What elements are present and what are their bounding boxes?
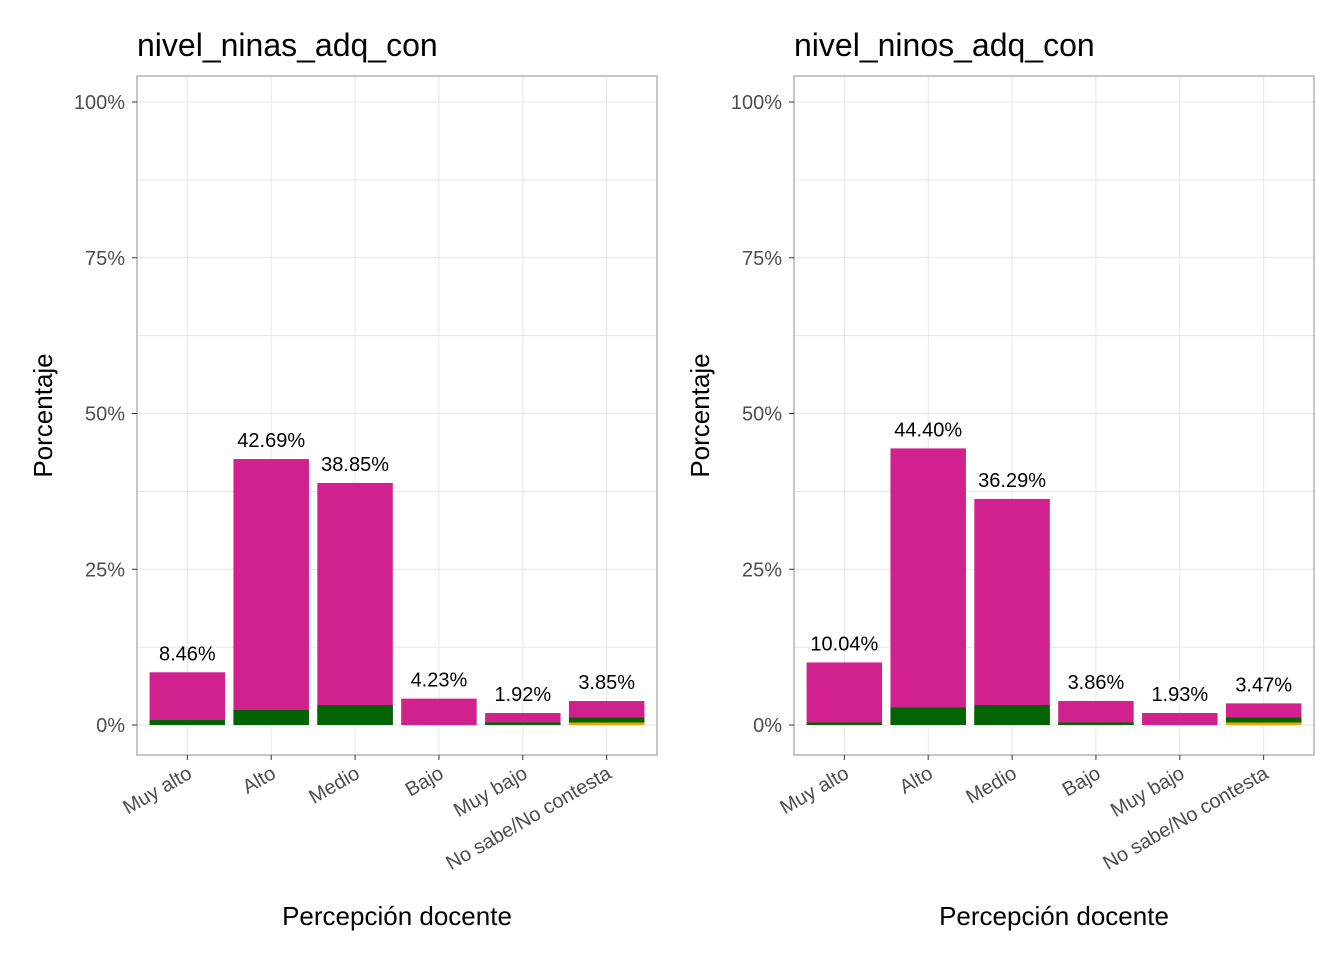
- bar-1-green-segment: [806, 722, 883, 725]
- x-tick-label: Alto: [896, 762, 937, 798]
- y-axis-ticks: 0% 25% 50% 75% 100%: [74, 92, 137, 737]
- bars: [806, 448, 1302, 725]
- bar-2-green-segment: [890, 707, 966, 725]
- data-label: 3.85%: [578, 672, 635, 694]
- bar-2-main: [233, 459, 309, 725]
- bar-3-green-segment: [317, 705, 393, 725]
- gridlines: [794, 76, 1314, 755]
- bar-3-green-segment: [974, 705, 1050, 725]
- y-tick-label: 75%: [742, 248, 782, 270]
- plot-border: [136, 75, 658, 756]
- bar-4-main: [1058, 700, 1134, 725]
- gridlines: [137, 76, 657, 755]
- y-axis-title: Porcentaje: [28, 353, 58, 477]
- bar-1-main: [806, 662, 883, 725]
- bars: [149, 459, 645, 725]
- x-axis-title: Percepción docente: [939, 901, 1169, 931]
- plot-border: [793, 75, 1315, 756]
- y-tick-label: 0%: [753, 715, 782, 737]
- bar-6-yellow-segment: [568, 722, 645, 725]
- data-label: 4.23%: [411, 670, 468, 692]
- data-label: 1.93%: [1151, 684, 1208, 706]
- bar-1-main: [149, 672, 226, 725]
- y-tick-label: 50%: [85, 404, 125, 426]
- bar-6-yellow-segment: [1225, 722, 1302, 725]
- y-tick-label: 25%: [742, 559, 782, 581]
- chart-title: nivel_ninas_adq_con: [137, 27, 438, 63]
- data-label: 36.29%: [978, 470, 1046, 492]
- x-axis-title: Percepción docente: [282, 901, 512, 931]
- chart-panel-1: 8.46% 42.69% 38.85% 4.23% 1.92% 3.85% 0% 25% 50%…: [28, 27, 658, 931]
- y-tick-label: 75%: [85, 248, 125, 270]
- bar-5-green-segment: [485, 722, 561, 725]
- bar-1-green-segment: [149, 720, 226, 725]
- data-label: 8.46%: [159, 643, 216, 665]
- bar-3-main: [317, 482, 393, 725]
- bar-2-main: [890, 448, 966, 725]
- y-axis-ticks: 0% 25% 50% 75% 100%: [731, 92, 794, 737]
- x-tick-label: Medio: [962, 762, 1020, 808]
- data-label: 10.04%: [810, 633, 878, 655]
- data-labels: 8.46% 42.69% 38.85% 4.23% 1.92% 3.85%: [159, 430, 635, 706]
- bar-6-green-segment: [1225, 717, 1302, 723]
- bar-5-main: [485, 713, 561, 725]
- x-tick-label: Bajo: [1059, 762, 1105, 801]
- y-tick-label: 0%: [96, 715, 125, 737]
- y-tick-label: 100%: [74, 92, 125, 114]
- data-label: 44.40%: [894, 419, 962, 441]
- y-tick-label: 25%: [85, 559, 125, 581]
- x-tick-label: Muy alto: [119, 762, 195, 819]
- data-label: 3.47%: [1235, 674, 1292, 696]
- bar-4-main: [401, 698, 477, 725]
- x-tick-label: Muy alto: [776, 762, 852, 819]
- chart-panel-2: 10.04% 44.40% 36.29% 3.86% 1.93% 3.47% 0% 25% 50…: [685, 27, 1315, 931]
- bar-3-main: [974, 498, 1050, 725]
- data-label: 38.85%: [321, 454, 389, 476]
- x-tick-label: Medio: [305, 762, 363, 808]
- bar-4-green-segment: [1058, 722, 1134, 725]
- data-label: 42.69%: [237, 430, 305, 452]
- data-label: 3.86%: [1068, 672, 1125, 694]
- x-tick-label: Alto: [239, 762, 280, 798]
- y-tick-label: 100%: [731, 92, 782, 114]
- bar-6-green-segment: [568, 717, 645, 723]
- data-label: 1.92%: [494, 684, 551, 706]
- bar-2-green-segment: [233, 710, 309, 725]
- x-tick-label: Bajo: [402, 762, 448, 801]
- data-labels: 10.04% 44.40% 36.29% 3.86% 1.93% 3.47%: [810, 419, 1292, 706]
- chart-title: nivel_ninos_adq_con: [794, 27, 1095, 63]
- bar-5-main: [1142, 712, 1218, 725]
- y-tick-label: 50%: [742, 404, 782, 426]
- y-axis-title: Porcentaje: [685, 353, 715, 477]
